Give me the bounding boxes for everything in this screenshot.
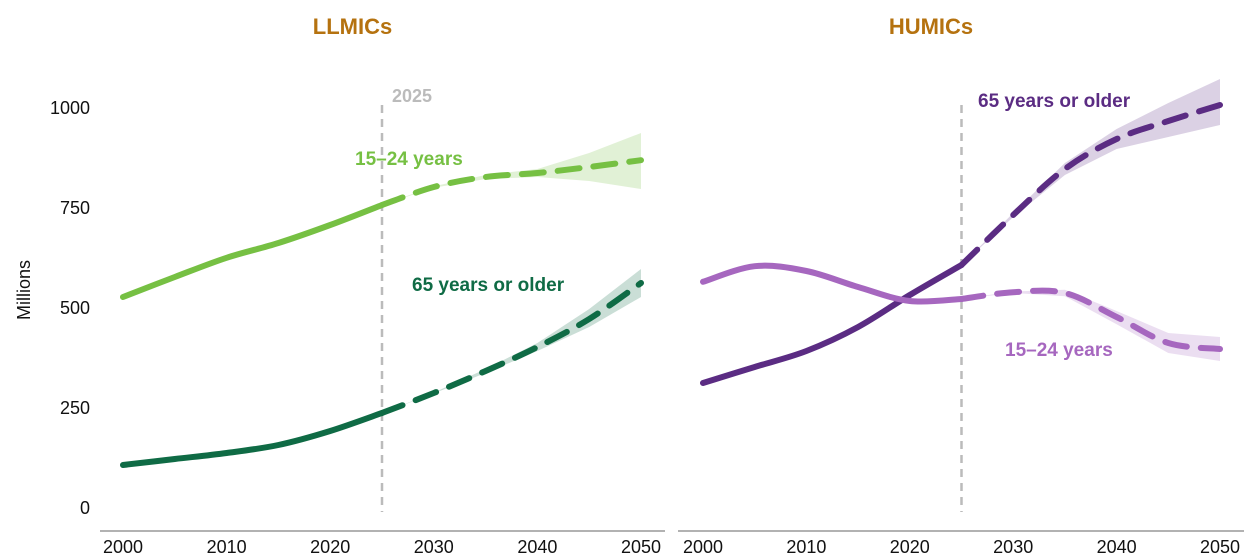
series-line <box>700 262 965 305</box>
series-line <box>120 410 385 468</box>
x-tick-label: 2040 <box>1097 537 1137 557</box>
series-label: 65 years or older <box>412 275 565 296</box>
y-tick-label: 500 <box>60 298 90 318</box>
x-tick-label: 2020 <box>890 537 930 557</box>
series-line <box>700 262 965 386</box>
x-tick-label: 2020 <box>310 537 350 557</box>
series-label: 15–24 years <box>355 149 463 170</box>
y-tick-label: 250 <box>60 398 90 418</box>
panel-title: LLMICs <box>313 14 392 39</box>
projection-line-series <box>958 287 1223 352</box>
series-label: 15–24 years <box>1005 340 1113 361</box>
series-label: 65 years or older <box>978 91 1131 112</box>
projection-line-series <box>379 280 644 416</box>
x-tick-label: 2000 <box>103 537 143 557</box>
uncertainty-band <box>961 79 1220 265</box>
x-tick-label: 2050 <box>1200 537 1240 557</box>
x-tick-label: 2010 <box>786 537 826 557</box>
projection-line-series <box>379 157 644 208</box>
uncertainty-band <box>382 133 641 205</box>
projection-label: 2025 <box>392 86 432 106</box>
y-tick-label: 1000 <box>50 98 90 118</box>
x-tick-label: 2040 <box>517 537 557 557</box>
x-tick-label: 2030 <box>993 537 1033 557</box>
x-tick-label: 2050 <box>621 537 661 557</box>
y-axis-label: Millions <box>14 260 34 320</box>
panel-title: HUMICs <box>889 14 973 39</box>
uncertainty-band <box>961 289 1220 361</box>
x-tick-label: 2030 <box>414 537 454 557</box>
x-tick-label: 2010 <box>207 537 247 557</box>
projection-line-series <box>958 102 1223 268</box>
series-line <box>120 202 385 300</box>
y-tick-label: 0 <box>80 498 90 518</box>
y-tick-label: 750 <box>60 198 90 218</box>
x-tick-label: 2000 <box>683 537 723 557</box>
